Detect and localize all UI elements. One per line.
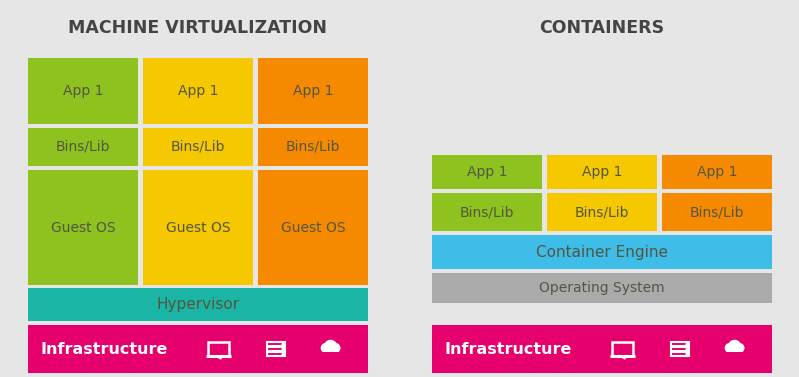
Bar bbox=[28, 170, 138, 285]
Bar bbox=[28, 128, 138, 166]
Bar bbox=[547, 155, 657, 189]
Text: Infrastructure: Infrastructure bbox=[40, 342, 167, 357]
Bar bbox=[258, 58, 368, 124]
Circle shape bbox=[324, 340, 337, 353]
Bar bbox=[432, 325, 772, 373]
Bar bbox=[432, 193, 542, 231]
Text: App 1: App 1 bbox=[292, 84, 333, 98]
Text: App 1: App 1 bbox=[697, 165, 737, 179]
Text: Bins/Lib: Bins/Lib bbox=[574, 205, 630, 219]
Bar bbox=[671, 352, 690, 356]
Circle shape bbox=[734, 343, 745, 353]
Text: App 1: App 1 bbox=[582, 165, 622, 179]
Bar bbox=[143, 128, 253, 166]
Text: Bins/Lib: Bins/Lib bbox=[171, 140, 225, 154]
Circle shape bbox=[728, 340, 741, 353]
Bar bbox=[662, 155, 772, 189]
Bar bbox=[432, 155, 542, 189]
Circle shape bbox=[328, 345, 336, 354]
Text: Bins/Lib: Bins/Lib bbox=[56, 140, 110, 154]
Circle shape bbox=[330, 343, 340, 353]
Bar bbox=[662, 193, 772, 231]
Bar bbox=[267, 347, 285, 351]
Bar bbox=[432, 273, 772, 303]
Text: MACHINE VIRTUALIZATION: MACHINE VIRTUALIZATION bbox=[69, 19, 328, 37]
Bar bbox=[267, 342, 285, 345]
Circle shape bbox=[729, 345, 737, 354]
Text: Container Engine: Container Engine bbox=[536, 245, 668, 259]
Bar bbox=[258, 128, 368, 166]
Text: Hypervisor: Hypervisor bbox=[157, 297, 240, 312]
Bar bbox=[723, 351, 745, 360]
Text: Bins/Lib: Bins/Lib bbox=[286, 140, 340, 154]
Bar bbox=[143, 58, 253, 124]
Circle shape bbox=[324, 345, 333, 354]
Bar bbox=[547, 193, 657, 231]
Text: Guest OS: Guest OS bbox=[280, 221, 345, 234]
Text: Guest OS: Guest OS bbox=[50, 221, 115, 234]
Bar bbox=[28, 325, 368, 373]
Text: App 1: App 1 bbox=[467, 165, 507, 179]
Bar bbox=[671, 342, 690, 345]
Bar bbox=[320, 351, 342, 360]
Circle shape bbox=[725, 343, 735, 353]
Text: Bins/Lib: Bins/Lib bbox=[459, 205, 515, 219]
Text: Infrastructure: Infrastructure bbox=[444, 342, 571, 357]
Text: Guest OS: Guest OS bbox=[165, 221, 230, 234]
Bar bbox=[612, 342, 633, 356]
Bar bbox=[258, 170, 368, 285]
Bar bbox=[671, 347, 690, 351]
Bar bbox=[28, 288, 368, 321]
Circle shape bbox=[320, 343, 331, 353]
Text: Bins/Lib: Bins/Lib bbox=[690, 205, 744, 219]
Text: App 1: App 1 bbox=[63, 84, 103, 98]
Bar bbox=[143, 170, 253, 285]
Text: CONTAINERS: CONTAINERS bbox=[539, 19, 665, 37]
Bar bbox=[267, 352, 285, 356]
Text: Operating System: Operating System bbox=[539, 281, 665, 295]
Bar bbox=[28, 58, 138, 124]
Bar bbox=[208, 342, 229, 356]
Circle shape bbox=[732, 345, 741, 354]
Bar bbox=[432, 235, 772, 269]
Text: App 1: App 1 bbox=[177, 84, 218, 98]
